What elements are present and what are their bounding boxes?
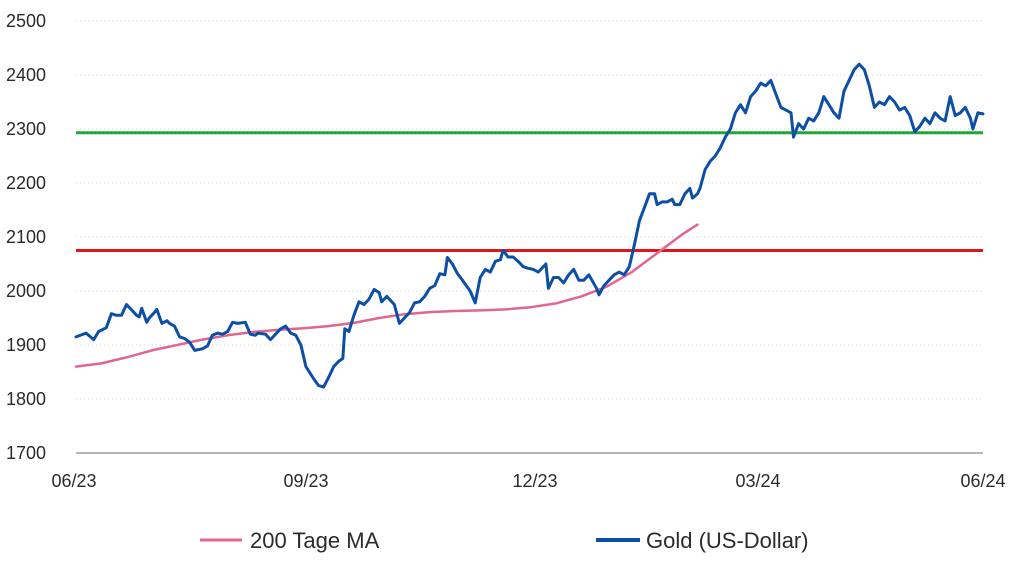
- y-axis-ticks: 1700 1800 1900 2000 2100 2200 2300 2400 2500: [6, 11, 46, 463]
- series-lines: [74, 62, 985, 389]
- x-tick-label: 09/23: [283, 471, 328, 491]
- x-tick-label: 06/24: [960, 471, 1005, 491]
- y-tick-label: 2300: [6, 119, 46, 139]
- y-tick-label: 2200: [6, 173, 46, 193]
- y-tick-label: 1900: [6, 335, 46, 355]
- legend-ma-label: 200 Tage MA: [250, 528, 380, 553]
- x-tick-label: 12/23: [512, 471, 557, 491]
- y-tick-label: 1700: [6, 443, 46, 463]
- reference-lines: [76, 131, 983, 252]
- gold-price-line: [74, 62, 985, 389]
- legend: 200 Tage MA Gold (US-Dollar): [200, 528, 809, 553]
- x-tick-label: 06/23: [51, 471, 96, 491]
- legend-gold-label: Gold (US-Dollar): [646, 528, 809, 553]
- grid-lines: [76, 20, 983, 400]
- y-tick-label: 2100: [6, 227, 46, 247]
- y-tick-label: 2400: [6, 65, 46, 85]
- x-tick-label: 03/24: [735, 471, 780, 491]
- x-axis-ticks: 06/23 09/23 12/23 03/24 06/24: [51, 471, 1005, 491]
- y-tick-label: 1800: [6, 389, 46, 409]
- y-tick-label: 2500: [6, 11, 46, 31]
- y-tick-label: 2000: [6, 281, 46, 301]
